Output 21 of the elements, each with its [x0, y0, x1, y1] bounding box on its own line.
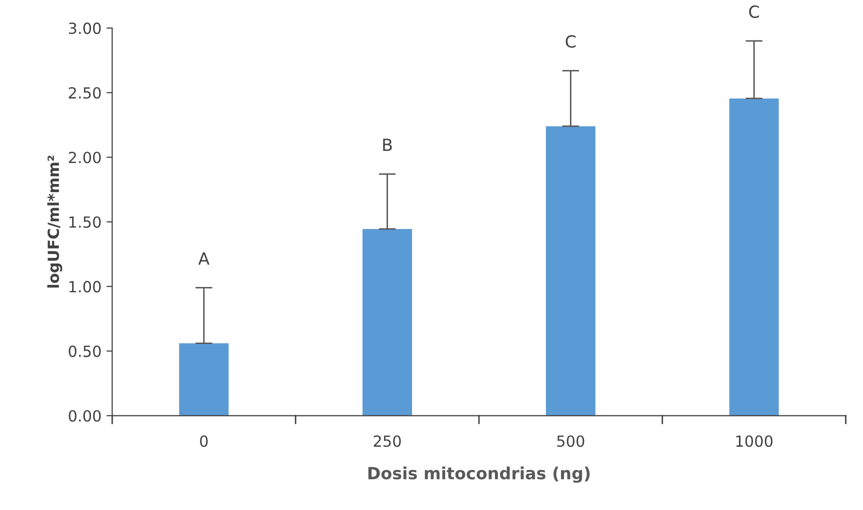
x-tick-label: 500 [557, 435, 584, 447]
annotation: C [566, 35, 576, 48]
y-tick-label: 0.50 [68, 346, 101, 358]
y-tick-label: 1.50 [69, 216, 101, 228]
bar [546, 126, 596, 416]
bar [729, 98, 779, 416]
bar [179, 343, 229, 416]
y-tick-label: 2.50 [68, 87, 101, 99]
x-tick-label: 250 [374, 435, 401, 447]
x-axis-title: Dosis mitocondrias (ng) [368, 466, 590, 483]
x-tick-label: 0 [200, 435, 208, 447]
y-tick-label: 0.00 [68, 410, 101, 422]
x-tick-label: 1000 [736, 435, 772, 447]
annotation: B [383, 138, 392, 151]
y-tick-label: 1.00 [69, 280, 101, 292]
bar [362, 228, 412, 416]
y-tick-label: 2.00 [68, 152, 101, 164]
text: C [749, 5, 759, 18]
y-axis-title: logUFC/ml*mm² [47, 156, 62, 288]
y-tick-label: 3.00 [68, 22, 101, 34]
annotation: A [198, 252, 210, 265]
